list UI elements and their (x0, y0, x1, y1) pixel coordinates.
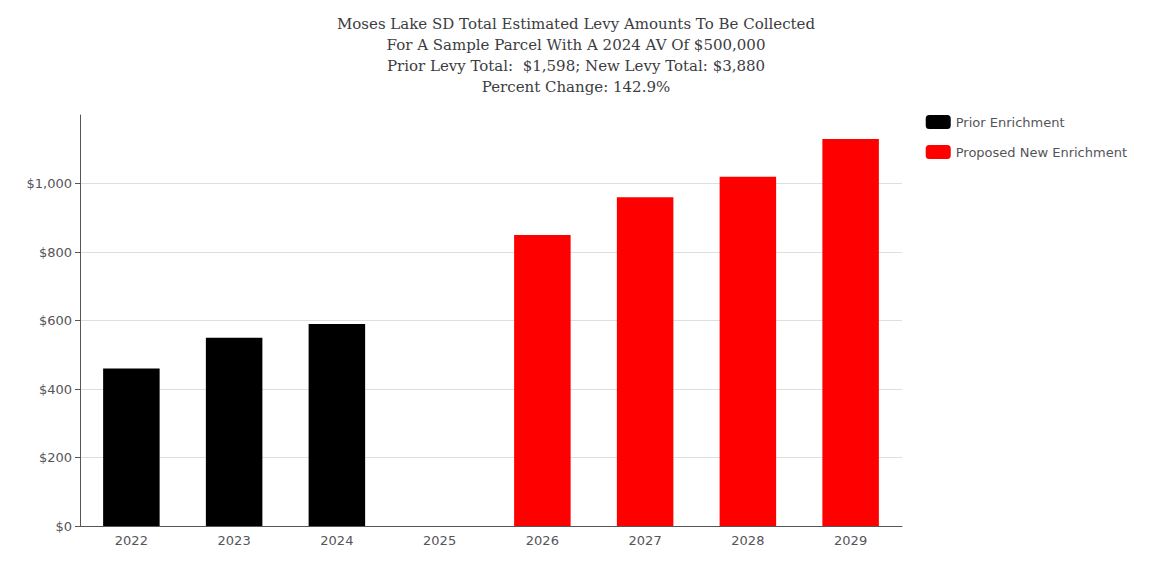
svg-text:$400: $400 (39, 382, 72, 397)
svg-text:$600: $600 (39, 313, 72, 328)
svg-text:2023: 2023 (218, 533, 251, 548)
svg-text:$1,000: $1,000 (27, 176, 73, 191)
svg-text:Proposed New Enrichment: Proposed New Enrichment (956, 145, 1127, 160)
svg-text:2025: 2025 (423, 533, 456, 548)
svg-text:2026: 2026 (526, 533, 559, 548)
svg-text:2022: 2022 (115, 533, 148, 548)
svg-text:Moses Lake SD Total Estimated: Moses Lake SD Total Estimated Levy Amoun… (337, 15, 816, 33)
svg-text:$800: $800 (39, 245, 72, 260)
svg-text:$0: $0 (55, 519, 72, 534)
svg-text:2024: 2024 (320, 533, 353, 548)
svg-text:2028: 2028 (731, 533, 764, 548)
svg-text:Prior Enrichment: Prior Enrichment (956, 115, 1065, 130)
svg-text:Prior Levy Total: $1,598; New: Prior Levy Total: $1,598; New Levy Total… (387, 57, 765, 75)
svg-text:2029: 2029 (834, 533, 867, 548)
svg-text:$200: $200 (39, 450, 72, 465)
svg-text:2027: 2027 (629, 533, 662, 548)
svg-text:Percent Change: 142.9%: Percent Change: 142.9% (482, 78, 670, 96)
svg-text:For A Sample Parcel With A 202: For A Sample Parcel With A 2024 AV Of $5… (387, 36, 766, 54)
